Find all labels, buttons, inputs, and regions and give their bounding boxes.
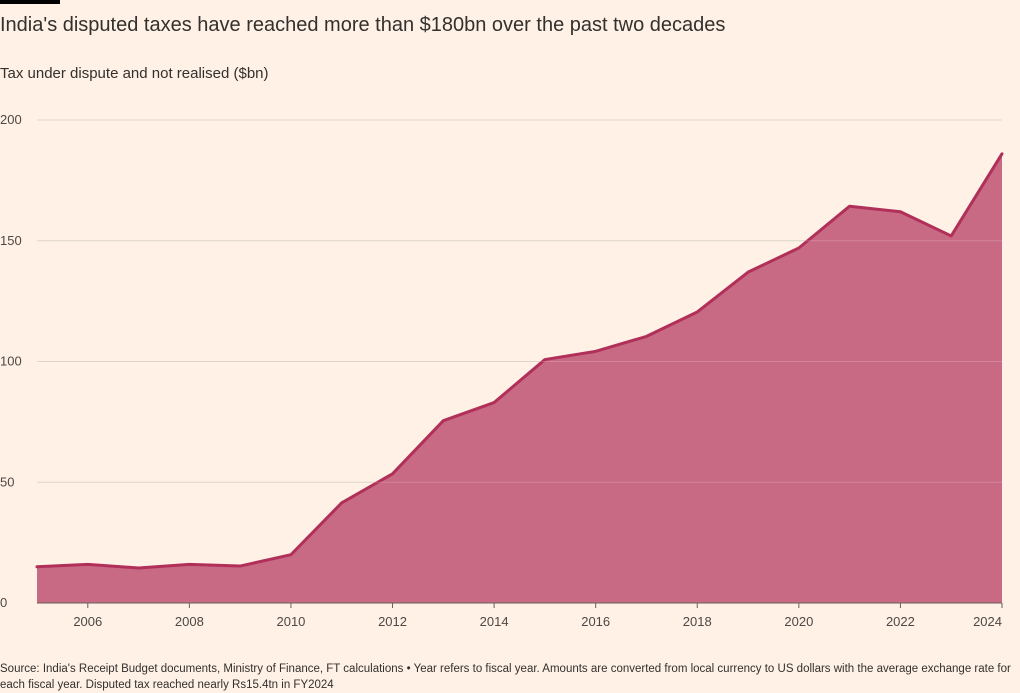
area-layer xyxy=(35,119,1004,603)
y-tick-label-150: 150 xyxy=(0,233,22,248)
x-tick-label-2012: 2012 xyxy=(378,614,407,629)
x-tick-label-2006: 2006 xyxy=(73,614,102,629)
axis-labels: 0 50 100 150 200 2006 2008 2010 2012 2014 2016 2018… xyxy=(0,112,1003,629)
x-tick-label-2024: 2024 xyxy=(973,614,1002,629)
x-tick-label-2022: 2022 xyxy=(886,614,915,629)
area-fill xyxy=(37,153,1002,603)
y-tick-label-50: 50 xyxy=(0,474,14,489)
brand-bar xyxy=(0,0,60,4)
chart-subtitle: Tax under dispute and not realised ($bn) xyxy=(0,65,269,82)
y-tick-label-100: 100 xyxy=(0,354,22,369)
series-line xyxy=(35,152,1004,570)
source-note: Source: India's Receipt Budget documents… xyxy=(0,663,1011,691)
x-tick-label-2016: 2016 xyxy=(581,614,610,629)
x-tick-label-2010: 2010 xyxy=(276,614,305,629)
x-tick-label-2008: 2008 xyxy=(175,614,204,629)
y-tick-label-0: 0 xyxy=(0,595,7,610)
y-tick-label-200: 200 xyxy=(0,112,22,127)
x-tick-label-2018: 2018 xyxy=(683,614,712,629)
chart-title: India's disputed taxes have reached more… xyxy=(0,14,726,36)
x-tick-label-2014: 2014 xyxy=(480,614,509,629)
x-tick-label-2020: 2020 xyxy=(784,614,813,629)
